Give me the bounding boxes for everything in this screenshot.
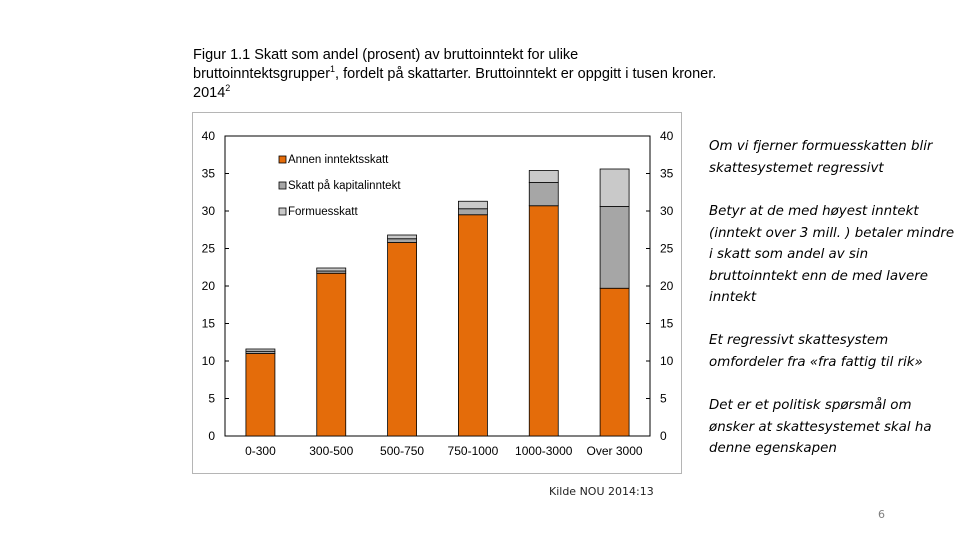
bar-segment-1 [387, 242, 417, 437]
y-tick-label-left: 30 [202, 204, 216, 218]
bar-segment-3 [528, 170, 559, 183]
bar-segment-3 [458, 200, 488, 210]
bar-segment-2 [528, 182, 559, 207]
figure-title: Figur 1.1 Skatt som andel (prosent) av b… [193, 46, 753, 103]
title-line-2: bruttoinntektsgrupper1, fordelt på skatt… [193, 64, 717, 83]
y-tick-label-left: 0 [208, 429, 215, 443]
y-tick-label-right: 30 [660, 204, 674, 218]
bar-segment-1 [528, 205, 559, 437]
bar-segment-3 [599, 168, 630, 207]
y-tick-label-left: 20 [202, 279, 216, 293]
legend-label-1: Annen inntektsskatt [288, 154, 389, 166]
legend-swatch-3 [278, 207, 287, 216]
y-tick-label-left: 5 [208, 392, 215, 406]
y-tick-label-right: 40 [660, 129, 674, 143]
y-tick-label-right: 5 [660, 392, 667, 406]
y-tick-label-left: 25 [202, 242, 216, 256]
y-tick-label-left: 15 [202, 317, 216, 331]
bar-segment-1 [316, 272, 347, 437]
y-tick-label-right: 20 [660, 279, 674, 293]
legend-swatch-2 [278, 181, 287, 190]
x-tick-label: 0-300 [245, 444, 276, 458]
y-tick-label-left: 10 [202, 354, 216, 368]
bar-segment-2 [599, 206, 630, 289]
x-tick-label: 300-500 [309, 444, 353, 458]
bar-segment-3 [387, 234, 417, 240]
bar-segment-3 [316, 267, 347, 272]
x-tick-label: 750-1000 [448, 444, 499, 458]
note-4: Det er et politisk spørsmål om ønsker at… [709, 398, 932, 456]
title-line-1: Figur 1.1 Skatt som andel (prosent) av b… [193, 47, 579, 63]
y-tick-label-left: 35 [202, 167, 216, 181]
stacked-bar-chart: 0 0 5 5 10 10 15 15 20 20 25 25 30 30 35 35 40 40 0-300 300… [202, 129, 674, 458]
bar-segment-1 [458, 214, 488, 437]
y-tick-label-right: 10 [660, 354, 674, 368]
legend-label-3: Formuesskatt [288, 206, 358, 218]
y-tick-label-right: 25 [660, 242, 674, 256]
y-tick-label-right: 15 [660, 317, 674, 331]
bar-segment-2 [458, 208, 488, 216]
x-tick-label: Over 3000 [587, 444, 643, 458]
x-tick-label: 1000-3000 [515, 444, 573, 458]
source-note: Kilde NOU 2014:13 [549, 485, 654, 498]
note-1: Om vi fjerner formuesskatten blir skatte… [709, 139, 933, 176]
note-2: Betyr at de med høyest inntekt (inntekt … [709, 204, 955, 305]
y-tick-label-left: 40 [202, 129, 216, 143]
bar-segment-3 [245, 348, 276, 352]
y-tick-label-right: 35 [660, 167, 674, 181]
bar-segment-1 [599, 287, 630, 437]
page-number: 6 [878, 508, 885, 521]
note-3: Et regressivt skattesystem omfordeler fr… [709, 333, 923, 370]
legend-label-2: Skatt på kapitalinntekt [288, 180, 401, 192]
y-tick-label-right: 0 [660, 429, 667, 443]
legend-swatch-1 [278, 155, 287, 164]
bar-segment-2 [387, 238, 417, 243]
title-line-3: 20142 [193, 83, 231, 102]
bar-segment-1 [245, 353, 276, 437]
x-tick-label: 500-750 [380, 444, 424, 458]
